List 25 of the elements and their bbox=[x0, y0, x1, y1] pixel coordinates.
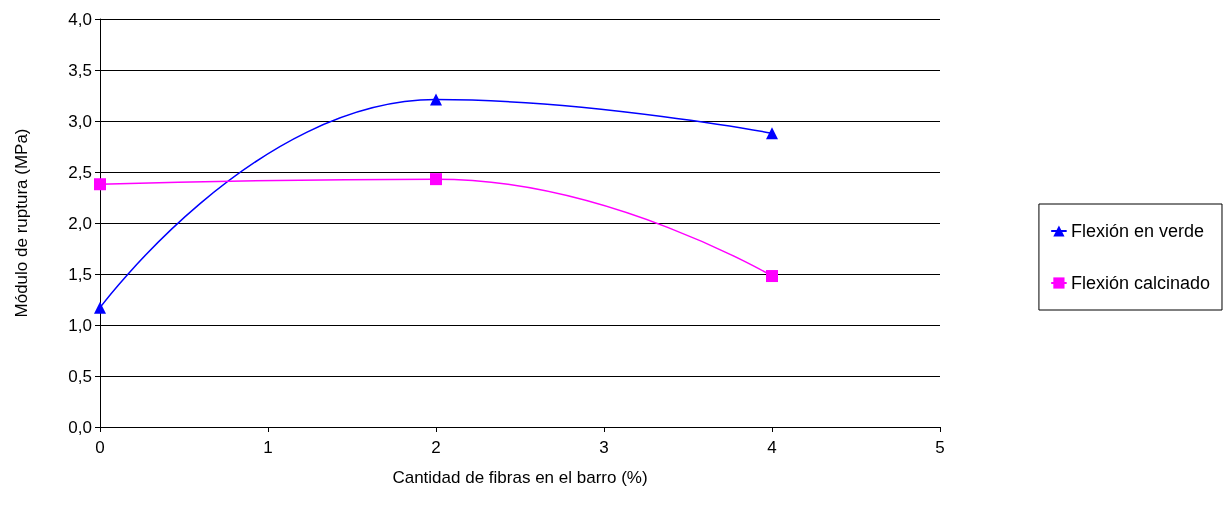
y-tick-label: 4,0 bbox=[68, 9, 92, 29]
y-tick-label: 0,5 bbox=[68, 366, 92, 386]
point bbox=[430, 93, 442, 106]
y-tick-label: 1,5 bbox=[68, 264, 92, 284]
x-tick-label: 0 bbox=[95, 438, 105, 457]
y-tick-label: 2,5 bbox=[68, 162, 92, 182]
x-tick-label: 3 bbox=[599, 438, 609, 457]
y-tick-label: 3,5 bbox=[68, 60, 92, 80]
point bbox=[766, 127, 778, 140]
point bbox=[766, 270, 778, 283]
x-tick-label: 4 bbox=[767, 438, 777, 457]
point bbox=[94, 301, 106, 314]
x-axis-title: Cantidad de fibras en el barro (%) bbox=[392, 468, 648, 487]
y-tick-label: 1,0 bbox=[68, 315, 92, 335]
legend-label: Flexión en verde bbox=[1070, 221, 1204, 241]
y-axis-title: Módulo de ruptura (MPa) bbox=[12, 128, 31, 318]
legend-label: Flexión calcinado bbox=[1070, 273, 1210, 293]
x-tick-label: 2 bbox=[431, 438, 441, 457]
y-tick-label: 3,0 bbox=[68, 111, 92, 131]
point bbox=[94, 178, 106, 191]
y-tick-label: 2,0 bbox=[68, 213, 92, 233]
x-tick-label: 5 bbox=[935, 438, 945, 457]
point bbox=[430, 173, 442, 186]
x-tick-label: 1 bbox=[263, 438, 273, 457]
y-tick-label: 0,0 bbox=[68, 417, 92, 437]
